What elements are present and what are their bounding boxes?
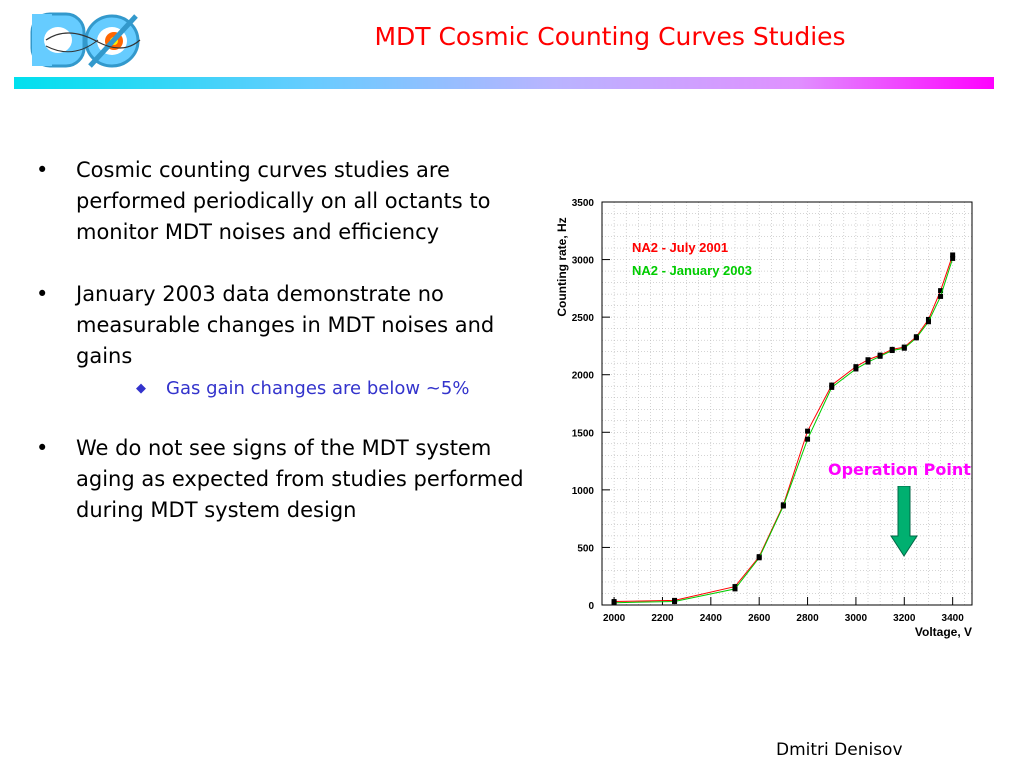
bullet-text: January 2003 data demonstrate no measura… xyxy=(76,282,495,368)
data-point xyxy=(732,586,738,592)
data-point xyxy=(913,335,919,341)
x-tick-label: 2800 xyxy=(796,613,819,624)
bullet-dot-icon: • xyxy=(36,158,49,182)
operation-point-label: Operation Point xyxy=(828,460,971,479)
data-point xyxy=(672,599,678,605)
series-line-1 xyxy=(614,258,954,604)
author-name: Dmitri Denisov xyxy=(776,740,903,760)
sub-bullet-text: Gas gain changes are below ~5% xyxy=(166,378,470,399)
x-tick-label: 2600 xyxy=(748,613,771,624)
data-point xyxy=(938,293,944,299)
sub-bullet-item: ◆ Gas gain changes are below ~5% xyxy=(76,376,530,402)
y-tick-label: 3000 xyxy=(572,256,595,267)
slide-title: MDT Cosmic Counting Curves Studies xyxy=(374,22,846,51)
bullet-text: Cosmic counting curves studies are perfo… xyxy=(76,158,491,244)
data-point xyxy=(938,288,944,294)
data-point xyxy=(950,255,956,261)
bullet-dot-icon: • xyxy=(36,436,49,460)
data-point xyxy=(829,384,835,390)
y-axis-label: Counting rate, Hz xyxy=(555,217,569,316)
series-layer xyxy=(611,252,956,606)
data-point xyxy=(805,428,811,434)
data-point xyxy=(853,366,859,372)
grid-layer xyxy=(602,201,972,606)
diamond-bullet-icon: ◆ xyxy=(136,381,146,396)
y-tick-label: 500 xyxy=(577,543,594,554)
y-tick-label: 2000 xyxy=(572,371,595,382)
plot-frame xyxy=(601,201,973,606)
data-point xyxy=(780,503,786,509)
bullet-item: • We do not see signs of the MDT system … xyxy=(30,433,530,526)
data-point xyxy=(805,436,811,442)
x-tick-label: 2200 xyxy=(651,613,674,624)
chart-svg: 2000 2200 2400 2600 2800 3000 3200 3400 0 500 1000… xyxy=(555,198,973,639)
bullet-item: • January 2003 data demonstrate no measu… xyxy=(30,279,530,402)
x-tick-label: 2400 xyxy=(700,613,723,624)
bullet-list: • Cosmic counting curves studies are per… xyxy=(30,155,530,557)
x-tick-label: 3200 xyxy=(893,613,916,624)
data-point xyxy=(756,555,762,561)
bullet-dot-icon: • xyxy=(36,282,49,306)
bullet-item: • Cosmic counting curves studies are per… xyxy=(30,155,530,248)
data-point xyxy=(611,600,617,606)
d0-logo xyxy=(28,10,146,72)
y-tick-label: 2500 xyxy=(572,313,595,324)
x-tick-label: 3400 xyxy=(942,613,965,624)
y-tick-label: 1000 xyxy=(572,486,595,497)
data-point xyxy=(950,252,956,258)
bullet-text: We do not see signs of the MDT system ag… xyxy=(76,436,524,522)
data-point xyxy=(889,348,895,354)
data-point xyxy=(865,359,871,365)
data-point xyxy=(901,345,907,351)
x-tick-label: 2000 xyxy=(603,613,626,624)
data-point xyxy=(877,353,883,359)
title-divider-bar xyxy=(14,77,994,89)
x-axis-label: Voltage, V xyxy=(915,625,972,639)
counting-curve-chart: 2000 2200 2400 2600 2800 3000 3200 3400 0 500 1000… xyxy=(550,190,990,654)
y-tick-label: 1500 xyxy=(572,428,595,439)
y-tick-label: 0 xyxy=(588,601,594,612)
x-tick-label: 3000 xyxy=(845,613,868,624)
data-point xyxy=(925,319,931,325)
y-tick-label: 3500 xyxy=(572,198,595,209)
tick-layer: 2000 2200 2400 2600 2800 3000 3200 3400 0 500 1000… xyxy=(572,198,964,624)
series-line-0 xyxy=(614,254,954,603)
operation-point-arrow-icon xyxy=(890,485,918,562)
legend-entry-july-2001: NA2 - July 2001 xyxy=(632,240,728,255)
legend-entry-january-2003: NA2 - January 2003 xyxy=(632,263,752,278)
